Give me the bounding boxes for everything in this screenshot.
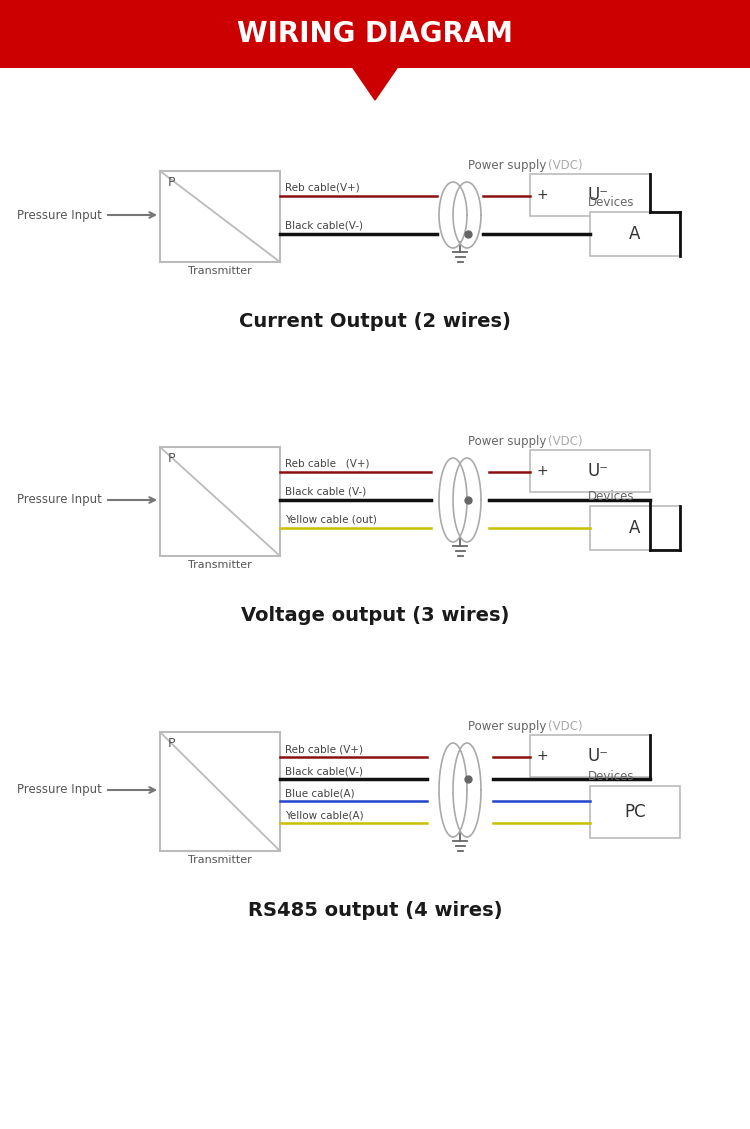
Polygon shape [353, 68, 397, 100]
Text: PC: PC [624, 803, 646, 821]
Text: Current Output (2 wires): Current Output (2 wires) [239, 312, 511, 331]
Bar [160, 447, 280, 555]
Text: Black cable (V-): Black cable (V-) [285, 487, 366, 497]
Text: Pressure Input: Pressure Input [17, 209, 102, 221]
Text: Pressure Input: Pressure Input [17, 784, 102, 796]
Text: P: P [168, 737, 176, 750]
Text: Reb cable   (V+): Reb cable (V+) [285, 460, 370, 469]
Text: U⁻: U⁻ [587, 462, 608, 480]
Text: P: P [168, 176, 176, 189]
Bar [160, 170, 280, 262]
Bar [0, 0, 750, 68]
Text: Power supply: Power supply [468, 435, 546, 448]
Text: Transmitter: Transmitter [188, 266, 252, 275]
Bar [530, 450, 650, 492]
Bar [590, 506, 680, 550]
Text: Reb cable(V+): Reb cable(V+) [285, 183, 360, 193]
Text: Pressure Input: Pressure Input [17, 493, 102, 507]
Text: +: + [536, 749, 548, 763]
Text: P: P [168, 452, 176, 465]
Text: Yellow cable (out): Yellow cable (out) [285, 515, 376, 525]
Text: Devices: Devices [588, 196, 634, 209]
Text: RS485 output (4 wires): RS485 output (4 wires) [248, 901, 502, 920]
Text: Black cable(V-): Black cable(V-) [285, 221, 363, 231]
Text: Transmitter: Transmitter [188, 560, 252, 570]
Text: Power supply: Power supply [468, 159, 546, 172]
Bar [590, 786, 680, 838]
Text: Power supply: Power supply [468, 720, 546, 733]
Text: U⁻: U⁻ [587, 747, 608, 765]
Text: Blue cable(A): Blue cable(A) [285, 788, 355, 798]
Text: Yellow cable(A): Yellow cable(A) [285, 809, 364, 820]
Text: WIRING DIAGRAM: WIRING DIAGRAM [237, 20, 513, 49]
Text: U⁻: U⁻ [587, 186, 608, 204]
Bar [590, 212, 680, 256]
Bar [530, 174, 650, 216]
Text: A: A [629, 225, 640, 243]
Text: Transmitter: Transmitter [188, 855, 252, 865]
Text: Reb cable (V+): Reb cable (V+) [285, 744, 363, 754]
Text: +: + [536, 464, 548, 478]
Text: Devices: Devices [588, 770, 634, 784]
Text: (VDC): (VDC) [548, 159, 583, 172]
Text: Devices: Devices [588, 490, 634, 504]
Bar [530, 735, 650, 777]
Text: Voltage output (3 wires): Voltage output (3 wires) [241, 606, 509, 625]
Text: A: A [629, 519, 640, 537]
Text: (VDC): (VDC) [548, 435, 583, 448]
Text: +: + [536, 189, 548, 202]
Bar [160, 732, 280, 851]
Text: (VDC): (VDC) [548, 720, 583, 733]
Text: Black cable(V-): Black cable(V-) [285, 765, 363, 776]
